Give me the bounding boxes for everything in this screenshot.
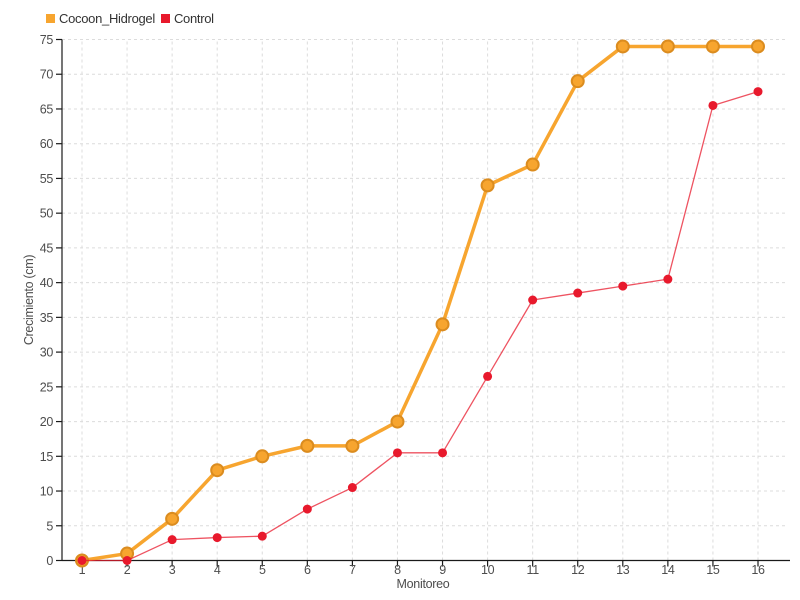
data-point-cocoon_hidrogel-12 — [570, 74, 585, 89]
data-point-cocoon_hidrogel-10 — [480, 178, 495, 193]
y-tick-label: 5 — [46, 519, 53, 533]
data-point-cocoon_hidrogel-4 — [210, 463, 225, 478]
series-line-control — [81, 90, 759, 562]
data-point-control-3 — [167, 535, 177, 545]
x-tick-label: 9 — [439, 563, 446, 577]
data-point-cocoon_hidrogel-15 — [705, 39, 720, 54]
y-tick-label: 75 — [40, 33, 54, 47]
x-tick-label: 2 — [124, 563, 131, 577]
x-tick-label: 5 — [259, 563, 266, 577]
x-tick-label: 8 — [394, 563, 401, 577]
series-cocoon_hidrogel — [75, 39, 765, 568]
gridlines — [62, 39, 785, 561]
x-tick-label: 14 — [661, 563, 675, 577]
x-tick-label: 16 — [751, 563, 765, 577]
y-tick-label: 30 — [40, 346, 54, 360]
data-point-control-9 — [438, 448, 448, 458]
data-point-control-11 — [528, 295, 538, 305]
y-tick-label: 65 — [40, 102, 54, 116]
data-point-cocoon_hidrogel-9 — [435, 317, 450, 332]
x-tick-label: 1 — [79, 563, 86, 577]
data-series — [75, 39, 765, 568]
legend-swatch-control — [160, 14, 170, 23]
data-point-control-16 — [753, 87, 763, 97]
legend-label-control: Control — [173, 11, 214, 26]
x-tick-label: 4 — [214, 563, 221, 577]
legend-swatch-cocoon-hidrogel — [46, 14, 55, 23]
data-point-cocoon_hidrogel-7 — [345, 438, 360, 453]
data-point-control-6 — [302, 504, 312, 514]
x-tick-label: 7 — [349, 563, 356, 577]
legend-item-control: Control — [160, 11, 214, 26]
data-point-control-10 — [483, 371, 493, 381]
x-tick-label: 11 — [526, 563, 539, 577]
y-tick-label: 35 — [40, 311, 54, 325]
data-point-control-12 — [573, 288, 583, 298]
data-point-cocoon_hidrogel-3 — [165, 511, 180, 526]
y-tick-label: 70 — [40, 68, 54, 82]
x-tick-label: 13 — [616, 563, 630, 577]
data-point-control-15 — [708, 100, 718, 110]
data-point-control-14 — [663, 274, 673, 284]
legend-item-cocoon-hidrogel: Cocoon_Hidrogel — [46, 11, 155, 26]
data-point-control-4 — [212, 533, 222, 543]
data-point-cocoon_hidrogel-8 — [390, 414, 405, 429]
data-point-cocoon_hidrogel-11 — [525, 157, 540, 172]
data-point-cocoon_hidrogel-6 — [300, 438, 315, 453]
y-tick-label: 50 — [40, 207, 54, 221]
data-point-cocoon_hidrogel-16 — [751, 39, 765, 54]
data-point-cocoon_hidrogel-13 — [615, 39, 630, 54]
y-tick-label: 10 — [40, 485, 54, 499]
chart-legend: Cocoon_Hidrogel Control — [46, 11, 214, 26]
y-tick-label: 0 — [46, 554, 53, 568]
y-tick-label: 40 — [40, 276, 54, 290]
data-point-control-8 — [392, 448, 402, 458]
x-tick-label: 10 — [481, 563, 495, 577]
data-point-control-5 — [257, 531, 267, 541]
x-tick-label: 6 — [304, 563, 311, 577]
legend-label-cocoon-hidrogel: Cocoon_Hidrogel — [59, 11, 155, 26]
data-point-control-13 — [618, 281, 628, 291]
x-tick-label: 3 — [169, 563, 176, 577]
series-line-cocoon_hidrogel — [80, 44, 760, 563]
data-point-control-1 — [77, 556, 87, 565]
y-tick-label: 45 — [40, 241, 54, 255]
data-point-cocoon_hidrogel-14 — [660, 39, 675, 54]
series-control — [77, 87, 763, 565]
y-tick-label: 25 — [40, 380, 54, 394]
y-tick-label: 60 — [40, 137, 54, 151]
x-tick-label: 12 — [571, 563, 585, 577]
y-tick-label: 15 — [40, 450, 54, 464]
x-tick-label: 15 — [706, 563, 720, 577]
y-tick-label: 55 — [40, 172, 54, 186]
data-point-cocoon_hidrogel-5 — [255, 449, 270, 464]
y-tick-label: 20 — [40, 415, 54, 429]
axis-labels: Monitoreo Crecimiento (cm) — [22, 255, 450, 591]
y-axis-title: Crecimiento (cm) — [22, 255, 36, 345]
data-point-control-7 — [347, 483, 357, 493]
x-axis-title: Monitoreo — [397, 577, 450, 591]
data-point-control-2 — [122, 556, 132, 565]
